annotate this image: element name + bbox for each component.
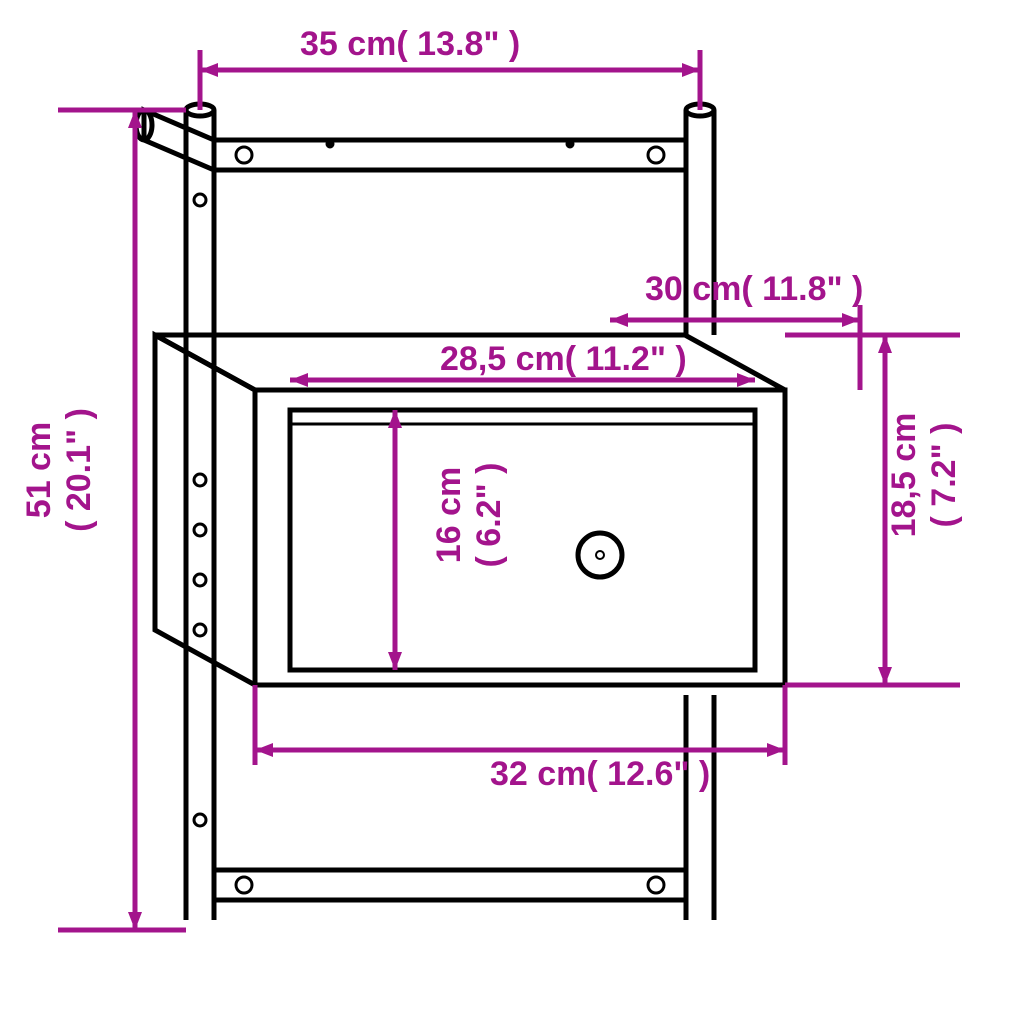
dim-label-height-51-a: 51 cm bbox=[20, 422, 58, 518]
dim-label-drawer-h-b: ( 6.2" ) bbox=[470, 463, 508, 568]
dim-label-depth: 30 cm( 11.8" ) bbox=[645, 270, 863, 308]
dim-label-top-width: 35 cm( 13.8" ) bbox=[300, 25, 520, 63]
dim-label-inner-width: 28,5 cm( 11.2" ) bbox=[440, 340, 687, 378]
dim-label-box-h-b: ( 7.2" ) bbox=[925, 423, 963, 528]
dim-label-drawer-h-a: 16 cm bbox=[430, 467, 468, 563]
dim-label-box-width: 32 cm( 12.6" ) bbox=[490, 755, 710, 793]
dim-label-box-h-a: 18,5 cm bbox=[885, 413, 923, 538]
dim-label-height-51-b: ( 20.1" ) bbox=[60, 408, 98, 532]
